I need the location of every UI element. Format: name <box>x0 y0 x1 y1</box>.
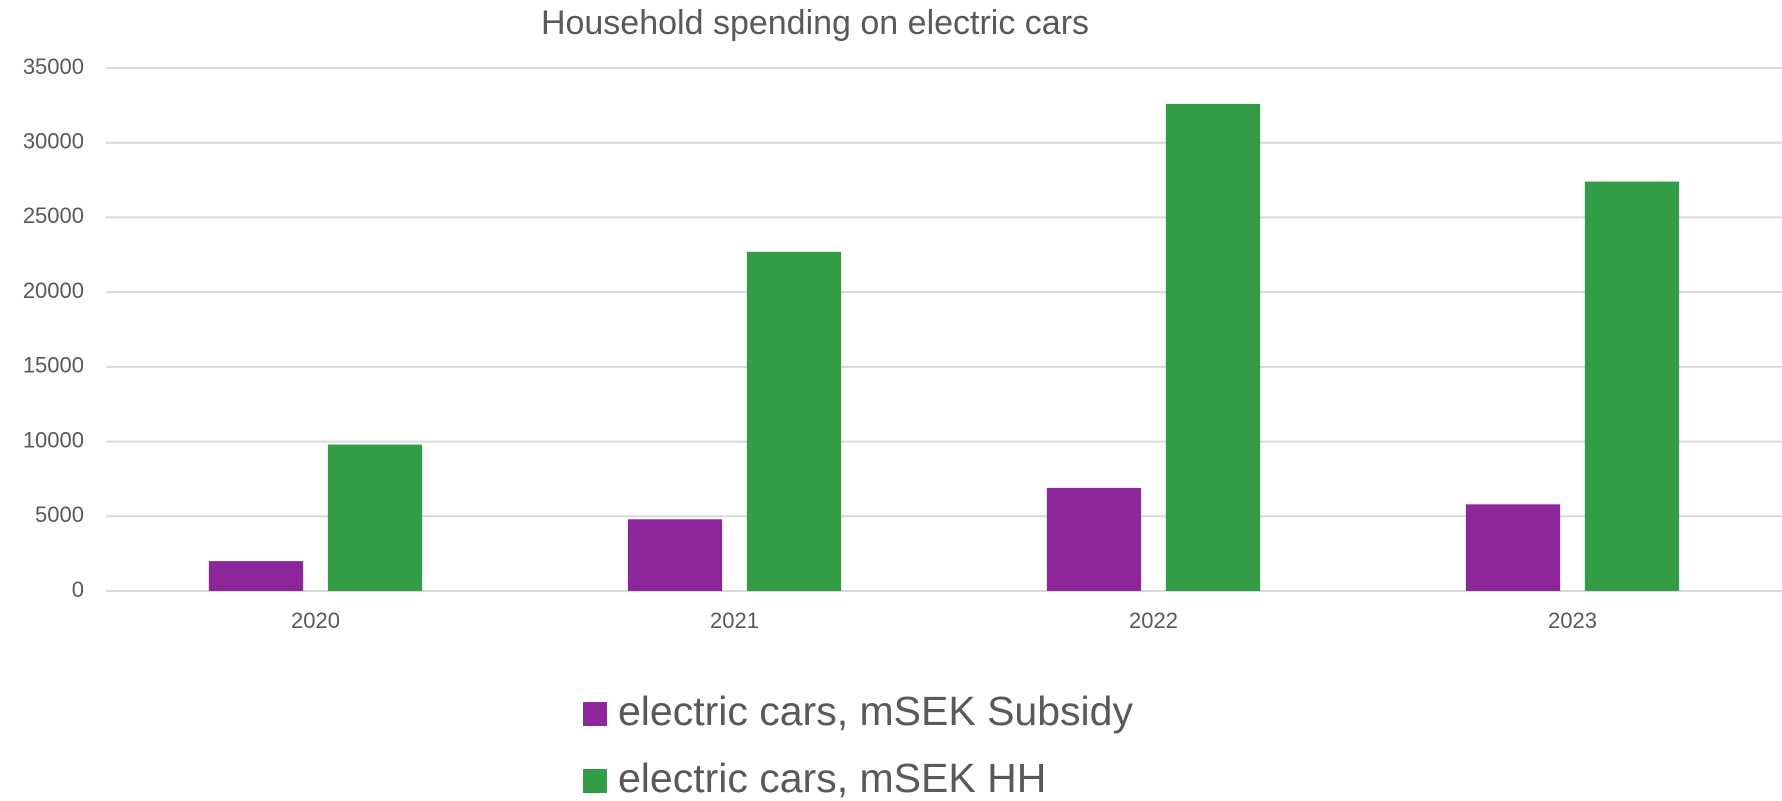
legend-label: electric cars, mSEK Subsidy <box>618 688 1133 734</box>
y-tick-label: 10000 <box>23 427 84 452</box>
chart-title: Household spending on electric cars <box>541 4 1089 42</box>
legend-swatch <box>583 769 607 793</box>
x-tick-label: 2020 <box>291 608 340 633</box>
y-tick-label: 5000 <box>35 502 84 527</box>
bar <box>1584 181 1680 591</box>
bar <box>208 561 304 591</box>
bar <box>1046 487 1142 591</box>
bar <box>746 251 842 591</box>
y-tick-label: 25000 <box>23 203 84 228</box>
y-tick-label: 35000 <box>23 54 84 79</box>
x-tick-label: 2021 <box>710 608 759 633</box>
bar <box>327 444 423 591</box>
y-tick-label: 30000 <box>23 129 84 154</box>
legend-swatch <box>583 702 607 726</box>
x-tick-label: 2022 <box>1129 608 1178 633</box>
x-tick-label: 2023 <box>1548 608 1597 633</box>
legend-label: electric cars, mSEK HH <box>618 755 1046 801</box>
y-tick-label: 20000 <box>23 278 84 303</box>
bar <box>627 519 723 591</box>
y-tick-label: 15000 <box>23 353 84 378</box>
bar <box>1165 103 1261 591</box>
bar <box>1465 504 1561 591</box>
y-tick-label: 0 <box>72 577 84 602</box>
